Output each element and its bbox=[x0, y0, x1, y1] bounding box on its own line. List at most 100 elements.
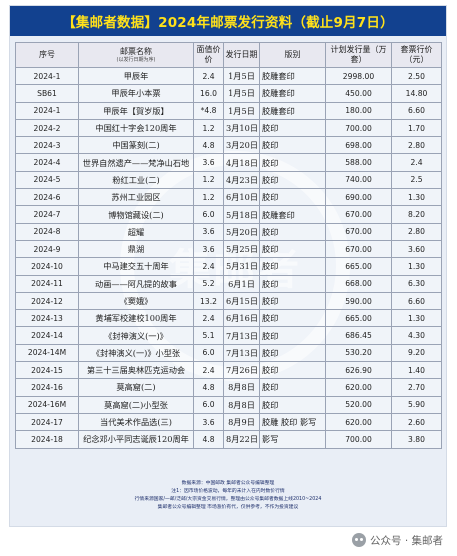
table-row: 2024-15 第三十三届奥林匹克运动会 2.4 7月26日 胶印 626.90 1.40 bbox=[15, 361, 442, 380]
table-row: 2024-14M 《封神演义(一)》小型张 6.0 7月13日 胶印 530.20 9.20 bbox=[15, 343, 442, 363]
footer-notes: 数据来源：中国邮政 集邮者公众号编辑整理 注1：因市场价格波动，每年的未计入在内… bbox=[15, 480, 441, 524]
cell-qty: 670.00 bbox=[325, 239, 392, 259]
cell-print: 胶印 bbox=[259, 361, 326, 380]
cell-face: 2.80 bbox=[391, 136, 442, 155]
cell-name: 《封神演义(一)》小型张 bbox=[78, 343, 194, 363]
table-row: 2024-16M 莫高窟(二)小型张 6.0 8月8日 胶印 520.00 5.90 bbox=[15, 395, 442, 414]
cell-code: 2024-5 bbox=[15, 170, 79, 190]
cell-name: 当代美术作品选(三) bbox=[78, 412, 194, 432]
cell-face: 2.80 bbox=[391, 222, 442, 241]
cell-price: 2.4 bbox=[193, 361, 224, 380]
footer-line: 注1：因市场价格波动，每年的未计入在内时数价行情 bbox=[171, 489, 285, 494]
cell-price: 3.6 bbox=[193, 239, 224, 259]
stamp-issue-table: 序号 邮票名称 (以发行日期为序) 面值价价 发行日期 版别 计划发行量（万套）… bbox=[15, 42, 442, 449]
wechat-account[interactable]: 公众号 · 集邮者 bbox=[351, 531, 443, 549]
cell-name: 《窦娥》 bbox=[78, 291, 194, 311]
cell-date: 6月16日 bbox=[223, 309, 260, 328]
cell-print: 胶印 bbox=[259, 257, 326, 276]
cell-qty: 670.00 bbox=[325, 222, 392, 241]
cell-qty: 620.00 bbox=[325, 378, 392, 397]
cell-face: 5.90 bbox=[391, 395, 442, 414]
sheet-title: 【集邮者数据】2024年邮票发行资料（截止9月7日） bbox=[62, 15, 394, 31]
cell-code: 2024-2 bbox=[15, 118, 79, 138]
cell-name: 甲辰年 bbox=[78, 66, 194, 86]
cell-qty: 588.00 bbox=[325, 153, 392, 172]
header-print: 版别 bbox=[259, 42, 326, 68]
cell-face: 2.50 bbox=[391, 66, 442, 86]
cell-print: 胶印 bbox=[259, 170, 326, 190]
cell-face: 9.20 bbox=[391, 343, 442, 363]
cell-code: 2024-10 bbox=[15, 257, 79, 276]
cell-code: 2024-7 bbox=[15, 205, 79, 224]
cell-code: 2024-4 bbox=[15, 153, 79, 172]
cell-price: 3.6 bbox=[193, 412, 224, 432]
cell-face: 4.30 bbox=[391, 326, 442, 345]
cell-face: 6.30 bbox=[391, 274, 442, 293]
cell-code: 2024-12 bbox=[15, 291, 79, 311]
table-row: 2024-6 苏州工业园区 1.2 6月10日 胶印 690.00 1.30 bbox=[15, 188, 442, 207]
cell-code: 2024-13 bbox=[15, 309, 79, 328]
cell-qty: 620.00 bbox=[325, 412, 392, 432]
cell-name: 超耀 bbox=[78, 222, 194, 241]
cell-qty: 450.00 bbox=[325, 84, 392, 103]
cell-price: 6.0 bbox=[193, 343, 224, 363]
cell-name: 第三十三届奥林匹克运动会 bbox=[78, 361, 194, 380]
cell-date: 3月20日 bbox=[223, 136, 260, 155]
cell-name: 甲辰年小本票 bbox=[78, 84, 194, 103]
table-row: 2024-3 中国篆刻(二) 4.8 3月20日 胶印 698.00 2.80 bbox=[15, 136, 442, 155]
cell-date: 7月13日 bbox=[223, 343, 260, 363]
cell-name: 纪念邓小平同志诞辰120周年 bbox=[78, 430, 194, 449]
cell-print: 影写 bbox=[259, 430, 326, 449]
cell-qty: 180.00 bbox=[325, 101, 392, 120]
cell-name: 鼎湖 bbox=[78, 239, 194, 259]
cell-print: 胶印 bbox=[259, 291, 326, 311]
cell-print: 胶印 bbox=[259, 239, 326, 259]
cell-date: 8月8日 bbox=[223, 395, 260, 414]
cell-qty: 670.00 bbox=[325, 205, 392, 224]
cell-print: 胶印 bbox=[259, 378, 326, 397]
table-row: 2024-1 甲辰年【賀岁版】 *4.8 1月5日 胶雕套印 180.00 6.60 bbox=[15, 101, 442, 120]
cell-name: 《封神演义(一)》 bbox=[78, 326, 194, 345]
cell-print: 胶印 bbox=[259, 222, 326, 241]
cell-name: 世界自然遗产——梵净山石地 bbox=[78, 153, 194, 172]
cell-price: 3.6 bbox=[193, 153, 224, 172]
cell-qty: 698.00 bbox=[325, 136, 392, 155]
cell-date: 5月18日 bbox=[223, 205, 260, 224]
cell-face: 8.20 bbox=[391, 205, 442, 224]
cell-code: 2024-9 bbox=[15, 239, 79, 259]
table-row: 2024-17 当代美术作品选(三) 3.6 8月9日 胶雕 胶印 影写 620.00 2.… bbox=[15, 412, 442, 432]
cell-price: 2.4 bbox=[193, 309, 224, 328]
cell-face: 14.80 bbox=[391, 84, 442, 103]
header-face: 套票行价（元） bbox=[391, 42, 442, 68]
cell-date: 8月22日 bbox=[223, 430, 260, 449]
cell-code: 2024-14 bbox=[15, 326, 79, 345]
cell-code: 2024-8 bbox=[15, 222, 79, 241]
cell-print: 胶印 bbox=[259, 309, 326, 328]
cell-face: 1.30 bbox=[391, 188, 442, 207]
cell-date: 8月9日 bbox=[223, 412, 260, 432]
header-name-sub: (以发行日期为序) bbox=[116, 57, 156, 63]
cell-date: 8月8日 bbox=[223, 378, 260, 397]
cell-price: 13.2 bbox=[193, 291, 224, 311]
header-code: 序号 bbox=[15, 42, 79, 68]
cell-name: 中国篆刻(二) bbox=[78, 136, 194, 155]
cell-code: 2024-14M bbox=[15, 343, 79, 363]
cell-face: 2.5 bbox=[391, 170, 442, 190]
cell-qty: 690.00 bbox=[325, 188, 392, 207]
cell-face: 1.70 bbox=[391, 118, 442, 138]
cell-price: *4.8 bbox=[193, 101, 224, 120]
table-row: 2024-16 莫高窟(二) 4.8 8月8日 胶印 620.00 2.70 bbox=[15, 378, 442, 397]
cell-print: 胶印 bbox=[259, 188, 326, 207]
header-name: 邮票名称 (以发行日期为序) bbox=[78, 42, 194, 68]
cell-date: 1月5日 bbox=[223, 84, 260, 103]
cell-date: 6月10日 bbox=[223, 188, 260, 207]
table-row: 2024-8 超耀 3.6 5月20日 胶印 670.00 2.80 bbox=[15, 222, 442, 241]
title-bar: 【集邮者数据】2024年邮票发行资料（截止9月7日） bbox=[10, 6, 446, 36]
cell-qty: 590.00 bbox=[325, 291, 392, 311]
cell-qty: 2998.00 bbox=[325, 66, 392, 86]
cell-qty: 700.00 bbox=[325, 118, 392, 138]
table-row: 2024-1 甲辰年 2.4 1月5日 胶雕套印 2998.00 2.50 bbox=[15, 66, 442, 86]
cell-code: 2024-11 bbox=[15, 274, 79, 293]
cell-print: 胶雕套印 bbox=[259, 84, 326, 103]
cell-date: 1月5日 bbox=[223, 101, 260, 120]
